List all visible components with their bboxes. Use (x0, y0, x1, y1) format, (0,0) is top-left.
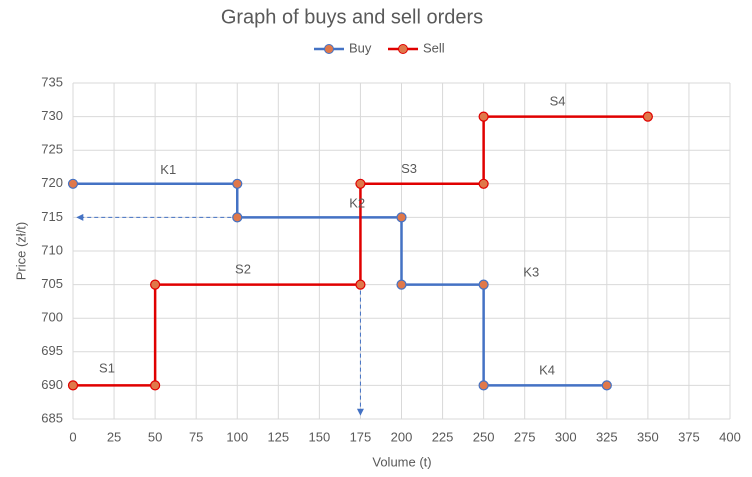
marker (232, 178, 243, 189)
legend-marker (398, 44, 408, 54)
x-tick-label: 400 (719, 429, 741, 444)
y-tick-label: 725 (41, 142, 63, 157)
marker (150, 380, 161, 391)
legend-marker (324, 44, 334, 54)
y-tick-label: 700 (41, 310, 63, 325)
x-tick-label: 125 (267, 429, 289, 444)
annotation: S3 (401, 161, 417, 176)
marker (478, 279, 489, 290)
marker (642, 111, 653, 122)
y-tick-label: 690 (41, 377, 63, 392)
x-tick-label: 75 (189, 429, 203, 444)
x-tick-label: 175 (350, 429, 372, 444)
y-tick-label: 685 (41, 410, 63, 425)
y-tick-label: 735 (41, 74, 63, 89)
marker (232, 212, 243, 223)
marker (67, 380, 79, 391)
annotation: S4 (550, 93, 566, 108)
x-tick-label: 300 (555, 429, 577, 444)
marker (396, 279, 407, 290)
series-line (73, 115, 648, 387)
series-line (73, 182, 607, 387)
marker (601, 380, 612, 391)
x-tick-label: 225 (432, 429, 454, 444)
chart-title: Graph of buys and sell orders (221, 6, 483, 28)
x-tick-label: 325 (596, 429, 618, 444)
marker (355, 279, 366, 290)
x-tick-label: 350 (637, 429, 659, 444)
marker (396, 212, 407, 223)
x-tick-label: 100 (226, 429, 248, 444)
x-tick-label: 200 (391, 429, 413, 444)
marker (355, 178, 366, 189)
y-tick-label: 695 (41, 343, 63, 358)
x-tick-label: 150 (309, 429, 331, 444)
marker (478, 111, 489, 122)
y-tick-label: 720 (41, 175, 63, 190)
marker (150, 279, 161, 290)
annotation: K1 (160, 162, 176, 177)
x-tick-label: 50 (148, 429, 162, 444)
x-tick-label: 25 (107, 429, 121, 444)
y-tick-label: 715 (41, 209, 63, 224)
annotation: K2 (349, 195, 365, 210)
x-axis-title: Volume (t) (372, 454, 431, 469)
x-tick-label: 275 (514, 429, 536, 444)
y-axis-title: Price (zł/t) (13, 222, 28, 281)
marker (478, 178, 489, 189)
y-tick-label: 710 (41, 242, 63, 257)
annotation: K3 (523, 265, 539, 280)
x-tick-label: 375 (678, 429, 700, 444)
y-tick-label: 730 (41, 108, 63, 123)
annotation: S1 (99, 361, 115, 376)
marker (67, 178, 79, 189)
y-tick-label: 705 (41, 276, 63, 291)
marker (478, 380, 489, 391)
annotation: K4 (539, 363, 555, 378)
annotation: S2 (235, 261, 251, 276)
x-tick-label: 0 (69, 429, 76, 444)
legend-label: Sell (423, 40, 445, 55)
x-tick-label: 250 (473, 429, 495, 444)
legend-label: Buy (349, 40, 372, 55)
